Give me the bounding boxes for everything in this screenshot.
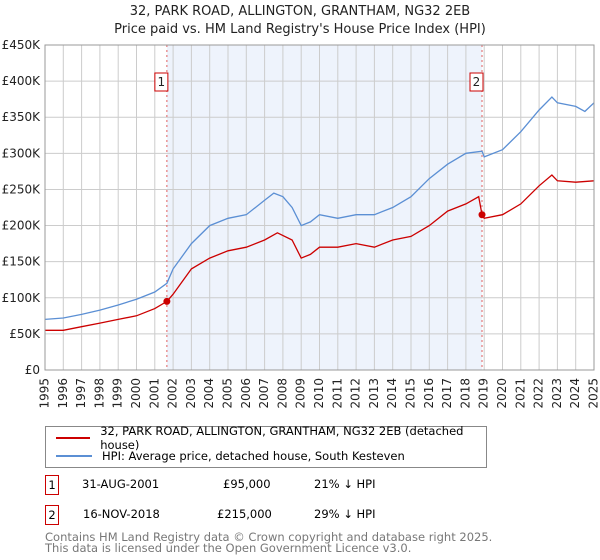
x-tick-label: 2002	[166, 378, 180, 409]
chart-title: 32, PARK ROAD, ALLINGTON, GRANTHAM, NG32…	[129, 4, 471, 19]
x-tick-label: 2008	[275, 378, 289, 409]
x-tick-label: 1998	[92, 378, 106, 409]
sale-marker-box	[154, 72, 169, 92]
y-tick-label: £450K	[2, 38, 42, 52]
legend-hpi: HPI: Average price, detached house, Sout…	[102, 449, 405, 463]
x-tick-label: 2012	[349, 378, 363, 409]
price-chart: 1995 1996 1997 1998 1999 2000 2001 2002 2003 2004…	[2, 38, 600, 409]
x-tick-label: 2024	[568, 378, 582, 409]
x-tick-label: 2020	[495, 378, 509, 409]
x-tick-label: 2006	[239, 378, 253, 409]
sale-marker-badge: 2	[45, 505, 59, 525]
y-tick-label: £250K	[2, 182, 42, 196]
sale-marker-box	[469, 72, 484, 92]
x-tick-label: 2000	[129, 378, 143, 409]
x-tick-label: 2022	[532, 378, 546, 409]
sale-delta: 29% ↓ HPI	[314, 507, 376, 521]
x-tick-label: 2025	[587, 378, 600, 409]
x-tick-label: 2010	[312, 378, 326, 409]
x-tick-label: 2011	[330, 378, 344, 409]
y-tick-label: £400K	[2, 74, 42, 88]
plot-frame	[44, 44, 595, 371]
x-tick-label: 2023	[550, 378, 564, 409]
footer-copyright: Contains HM Land Registry data © Crown c…	[45, 530, 493, 544]
sale-price: £95,000	[223, 477, 271, 491]
y-tick-label: £150K	[2, 255, 42, 269]
sale-marker-badge: 1	[45, 475, 59, 495]
hpi-legend-swatch	[56, 455, 92, 457]
sale-date: 16-NOV-2018	[83, 507, 160, 521]
x-tick-label: 1999	[111, 378, 125, 409]
x-tick-label: 1995	[38, 378, 52, 409]
sale-price: £215,000	[217, 507, 272, 521]
x-tick-label: 2021	[513, 378, 527, 409]
y-tick-label: £50K	[9, 327, 41, 341]
x-tick-label: 2004	[202, 378, 216, 409]
x-tick-label: 2007	[257, 378, 271, 409]
sale-point	[163, 297, 171, 305]
x-tick-label: 2017	[440, 378, 454, 409]
footer-licence: This data is licensed under the Open Gov…	[45, 541, 412, 555]
x-tick-label: 2005	[221, 378, 235, 409]
sale-point	[478, 211, 486, 219]
legend: 32, PARK ROAD, ALLINGTON, GRANTHAM, NG32…	[45, 424, 487, 468]
chart-subtitle: Price paid vs. HM Land Registry's House …	[114, 22, 486, 37]
property-line	[45, 174, 595, 331]
sale-marker-label: 1	[158, 75, 166, 89]
x-tick-label: 1997	[74, 378, 88, 409]
sale-date: 31-AUG-2001	[82, 477, 160, 491]
hpi-line	[44, 96, 595, 321]
y-tick-label: £0	[25, 363, 40, 377]
x-tick-label: 2015	[404, 378, 418, 409]
x-tick-label: 2001	[147, 378, 161, 409]
sale-period-shade	[166, 45, 483, 370]
x-tick-label: 2003	[184, 378, 198, 409]
x-tick-label: 2014	[385, 378, 399, 409]
y-tick-label: £350K	[2, 110, 42, 124]
sale-marker-label: 2	[473, 75, 481, 89]
property-legend-swatch	[56, 437, 91, 439]
y-tick-label: £100K	[2, 291, 42, 305]
legend-property: 32, PARK ROAD, ALLINGTON, GRANTHAM, NG32…	[100, 424, 464, 452]
x-tick-label: 1996	[56, 378, 70, 409]
x-tick-label: 2019	[477, 378, 491, 409]
x-tick-label: 2016	[422, 378, 436, 409]
x-tick-label: 2013	[367, 378, 381, 409]
y-tick-label: £300K	[2, 146, 42, 160]
y-tick-label: £200K	[2, 219, 42, 233]
sale-delta: 21% ↓ HPI	[314, 477, 376, 491]
x-tick-label: 2009	[294, 378, 308, 409]
x-tick-label: 2018	[458, 378, 472, 409]
